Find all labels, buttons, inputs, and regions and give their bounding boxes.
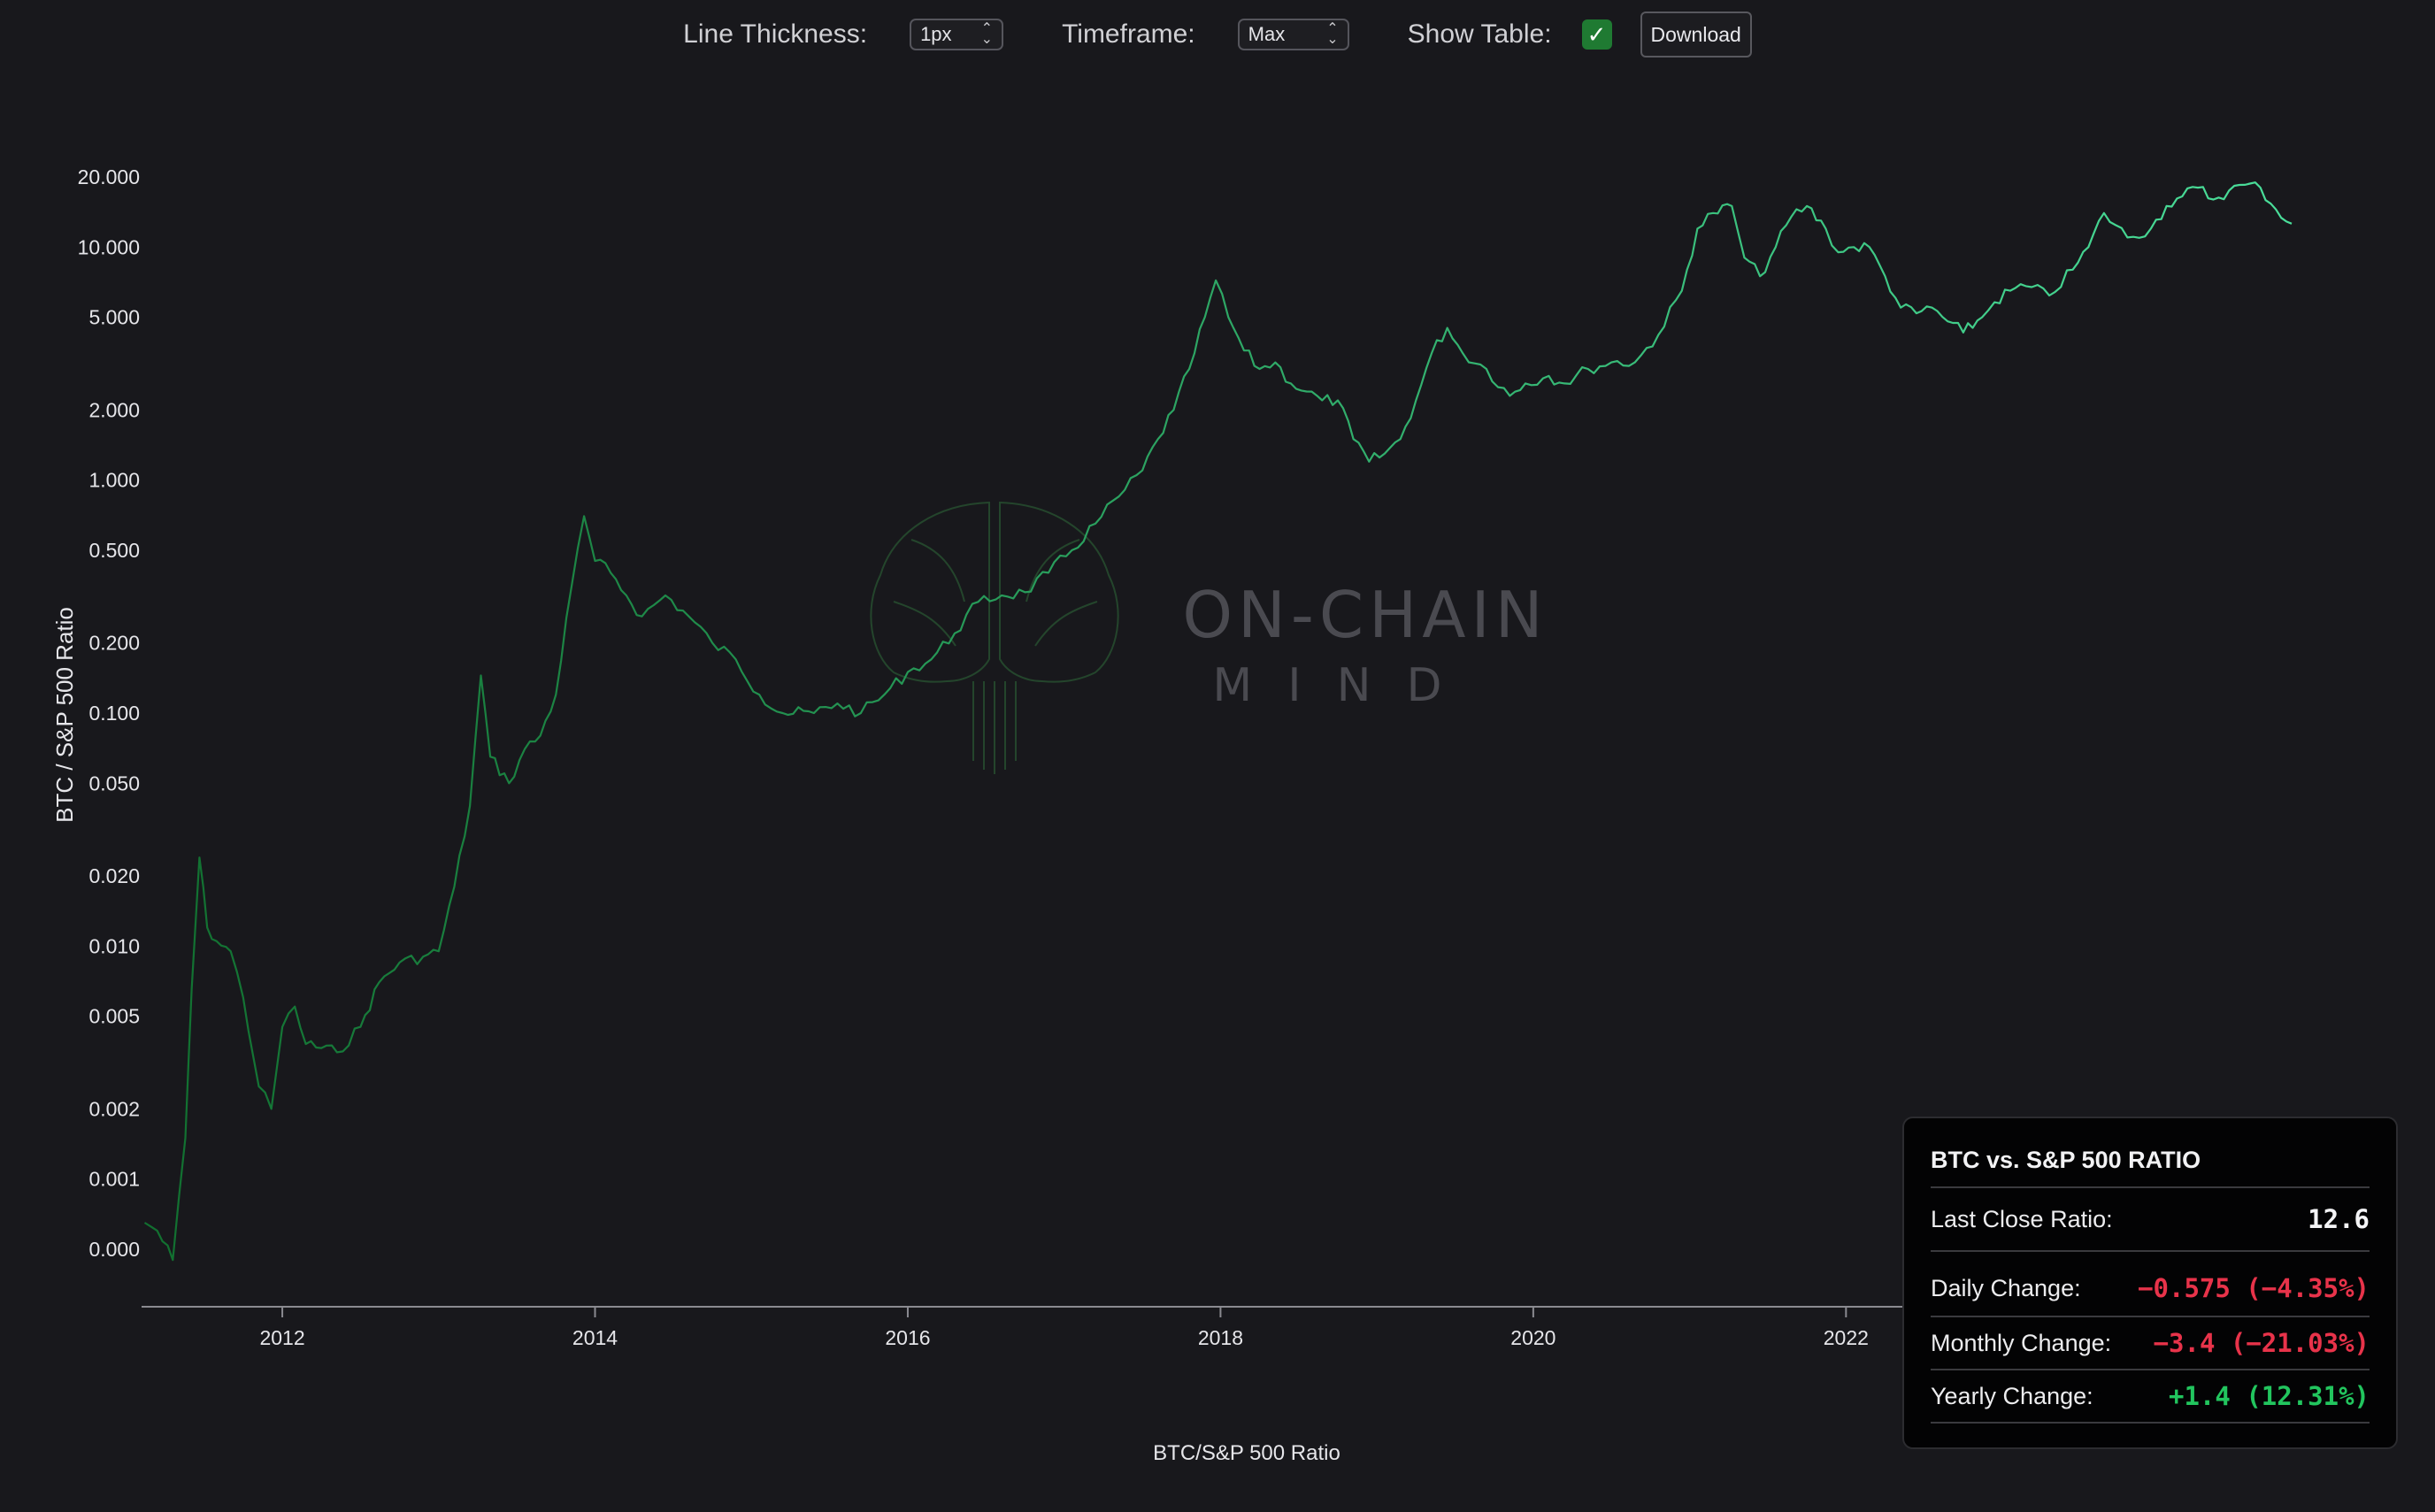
y-tick-label: 0.050	[88, 771, 140, 794]
y-tick-label: 0.005	[88, 1005, 140, 1028]
yearly-change-label: Yearly Change:	[1931, 1382, 2093, 1409]
y-axis-ticks: 0.000 0.001 0.002 0.005 0.010 0.020 0.050 0.100…	[78, 165, 140, 1261]
download-button[interactable]: Download	[1640, 12, 1752, 58]
x-tick-label: 2018	[1198, 1326, 1243, 1349]
timeframe-label: Timeframe:	[1062, 19, 1195, 49]
y-tick-label: 1.000	[88, 469, 140, 492]
updown-chevron-icon: ⌃ ⌄	[1326, 21, 1339, 47]
x-axis-ticks: 2012 2014 2016 2018 2020 2022	[259, 1307, 1869, 1349]
x-tick-label: 2014	[572, 1326, 618, 1349]
monthly-change-label: Monthly Change:	[1931, 1329, 2112, 1356]
y-tick-label: 0.020	[88, 864, 140, 887]
timeframe-value: Max	[1248, 23, 1286, 45]
y-tick-label: 0.010	[88, 934, 140, 957]
line-thickness-value: 1px	[920, 23, 952, 45]
y-tick-label: 5.000	[88, 306, 140, 329]
ratio-series-line	[143, 181, 2293, 1262]
monthly-change-row: Monthly Change: −3.4 (−21.03%)	[1931, 1317, 2370, 1370]
x-tick-label: 2022	[1824, 1326, 1869, 1349]
y-tick-label: 0.002	[88, 1097, 140, 1120]
yearly-change-row: Yearly Change: +1.4 (12.31%)	[1931, 1370, 2370, 1424]
x-tick-label: 2016	[885, 1326, 930, 1349]
yearly-change-value: +1.4 (12.31%)	[2169, 1381, 2370, 1411]
y-tick-label: 0.200	[88, 632, 140, 655]
y-tick-label: 0.000	[88, 1238, 140, 1261]
last-close-value: 12.6	[2308, 1204, 2370, 1234]
y-tick-label: 10.000	[78, 235, 140, 258]
show-table-label: Show Table:	[1407, 19, 1552, 49]
x-tick-label: 2012	[259, 1326, 304, 1349]
show-table-checkbox[interactable]: ✓	[1581, 19, 1612, 50]
line-thickness-label: Line Thickness:	[683, 19, 868, 49]
ratio-stats-panel: BTC vs. S&P 500 RATIO Last Close Ratio: …	[1902, 1117, 2398, 1449]
checkmark-icon: ✓	[1586, 20, 1607, 48]
last-close-label: Last Close Ratio:	[1931, 1205, 2113, 1232]
x-axis-label: BTC/S&P 500 Ratio	[1153, 1441, 1340, 1465]
stats-title: BTC vs. S&P 500 RATIO	[1931, 1147, 2370, 1188]
monthly-change-value: −3.4 (−21.03%)	[2153, 1328, 2370, 1358]
daily-change-row: Daily Change: −0.575 (−4.35%)	[1931, 1252, 2370, 1317]
y-tick-label: 2.000	[88, 398, 140, 421]
timeframe-select[interactable]: Max ⌃ ⌄	[1237, 19, 1349, 50]
daily-change-label: Daily Change:	[1931, 1274, 2081, 1301]
daily-change-value: −0.575 (−4.35%)	[2138, 1273, 2370, 1303]
watermark-line2: MIND	[1212, 659, 1477, 712]
y-tick-label: 0.100	[88, 702, 140, 725]
y-axis-label: BTC / S&P 500 Ratio	[51, 607, 78, 823]
x-tick-label: 2020	[1510, 1326, 1555, 1349]
last-close-row: Last Close Ratio: 12.6	[1931, 1188, 2370, 1252]
y-tick-label: 0.500	[88, 539, 140, 562]
y-tick-label: 0.001	[88, 1168, 140, 1191]
line-thickness-select[interactable]: 1px ⌃ ⌄	[910, 19, 1004, 50]
updown-chevron-icon: ⌃ ⌄	[980, 21, 994, 47]
controls-bar: Line Thickness: 1px ⌃ ⌄ Timeframe: Max ⌃ ⌄…	[0, 12, 2435, 58]
y-tick-label: 20.000	[78, 165, 140, 188]
watermark-line1: ON-CHAIN	[1182, 578, 1548, 652]
brain-logo-watermark	[870, 501, 1119, 774]
